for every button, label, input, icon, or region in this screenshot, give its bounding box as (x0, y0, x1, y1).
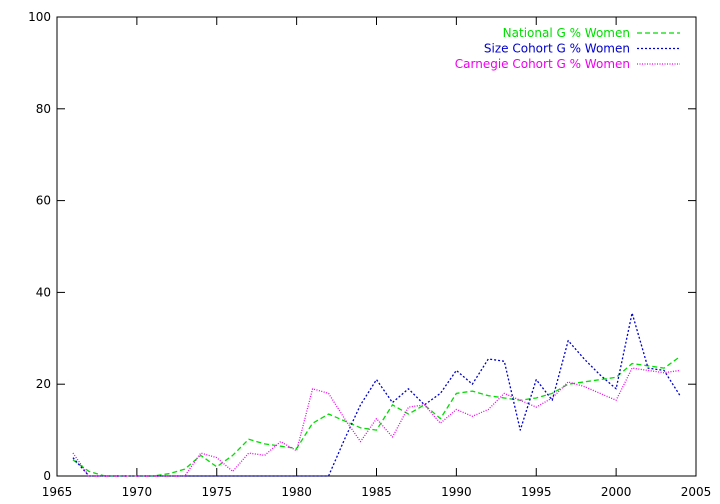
x-tick-label: 2005 (681, 485, 712, 499)
axes (56, 16, 697, 477)
y-tick-label: 40 (36, 285, 51, 299)
x-tick-label: 1980 (281, 485, 312, 499)
legend-label-carnegie-cohort: Carnegie Cohort G % Women (455, 57, 630, 71)
x-tick-label: 1970 (122, 485, 153, 499)
y-tick-label: 100 (28, 10, 51, 24)
series-lines (72, 312, 681, 477)
axis-ticks: 1965 1970 1975 1980 1985 1990 1995 2000 2005 0 20 4… (28, 10, 711, 499)
x-tick-label: 1965 (42, 485, 73, 499)
x-tick-label: 2000 (601, 485, 632, 499)
y-tick-label: 0 (43, 469, 51, 483)
series-line-carnegie-cohort (72, 367, 681, 477)
y-tick-label: 20 (36, 377, 51, 391)
legend-label-national: National G % Women (503, 26, 630, 40)
legend: National G % Women Size Cohort G % WomenC… (455, 26, 680, 71)
y-tick-label: 80 (36, 102, 51, 116)
x-tick-label: 1985 (361, 485, 392, 499)
series-line-size-cohort (72, 312, 681, 477)
x-tick-label: 1990 (441, 485, 472, 499)
plot-frame (56, 16, 697, 477)
series-line-national (72, 356, 681, 477)
x-tick-label: 1975 (201, 485, 232, 499)
y-tick-label: 60 (36, 194, 51, 208)
legend-label-size-cohort: Size Cohort G % Women (484, 42, 630, 56)
x-tick-label: 1995 (521, 485, 552, 499)
